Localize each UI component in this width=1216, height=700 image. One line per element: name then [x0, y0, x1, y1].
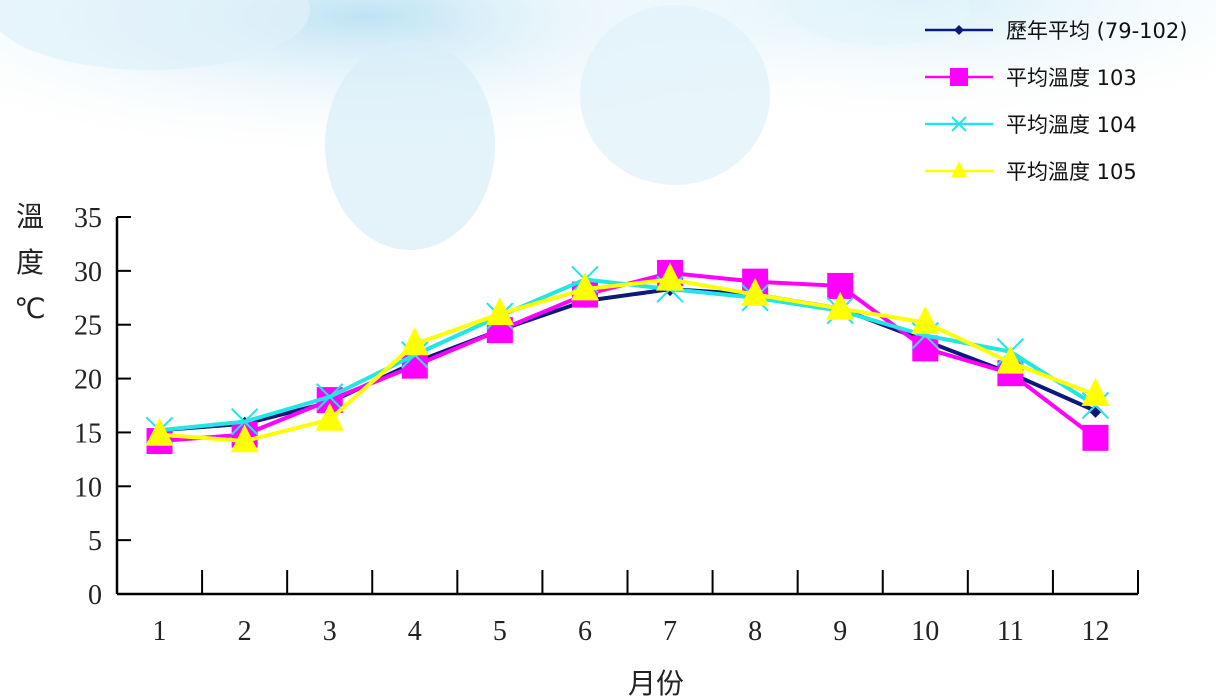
series-line [159, 277, 1097, 444]
data-point-marker [911, 305, 940, 334]
x-tick-label: 5 [493, 616, 507, 647]
y-axis-label: 溫度 ℃ [14, 200, 45, 325]
y-tick-labels: 0 5 10 15 20 25 30 35 [74, 203, 102, 611]
x-tick-label: 6 [578, 616, 592, 647]
y-tick-label: 15 [74, 418, 102, 449]
x-tick-label: 9 [833, 616, 847, 647]
data-point-marker [1088, 403, 1103, 418]
x-tick-label: 11 [997, 616, 1024, 647]
data-point-marker [230, 424, 259, 453]
data-point-marker [315, 402, 344, 431]
legend-label: 歷年平均 (79-102) [1006, 19, 1187, 43]
data-point-marker [912, 335, 939, 362]
series-4 [145, 262, 1110, 453]
legend-label: 平均溫度 104 [1006, 113, 1137, 137]
data-point-marker [400, 327, 429, 356]
legend: 歷年平均 (79-102) 平均溫度 103 平均溫度 104 平均溫度 105 [925, 19, 1187, 184]
data-point-marker [1082, 424, 1109, 451]
data-point-marker [656, 262, 685, 291]
x-tick-labels: 1 2 3 4 5 6 7 8 9 10 11 12 [153, 616, 1110, 647]
legend-item: 平均溫度 103 [925, 66, 1137, 90]
axes [115, 216, 1139, 596]
y-tick-label: 5 [88, 526, 102, 557]
y-tick-label: 0 [88, 580, 102, 611]
x-axis-label: 月份 [628, 667, 684, 700]
x-tick-label: 7 [663, 616, 677, 647]
y-tick-label: 10 [74, 472, 102, 503]
x-tick-label: 1 [153, 616, 167, 647]
data-point-marker [954, 25, 964, 35]
series-lines [145, 260, 1110, 455]
legend-item: 歷年平均 (79-102) [925, 19, 1187, 43]
y-tick-label: 20 [74, 365, 102, 396]
x-tick-label: 8 [748, 616, 762, 647]
data-point-marker [826, 291, 855, 320]
x-tick-label: 3 [323, 616, 337, 647]
data-point-marker [951, 161, 967, 178]
y-axis-label-char: ℃ [14, 292, 45, 325]
legend-label: 平均溫度 105 [1006, 160, 1137, 184]
data-point-marker [570, 272, 599, 301]
y-tick-label: 25 [74, 311, 102, 342]
y-tick-label: 35 [74, 203, 102, 234]
x-tick-label: 12 [1081, 616, 1109, 647]
data-point-marker [996, 345, 1025, 374]
legend-label: 平均溫度 103 [1006, 66, 1137, 90]
legend-item: 平均溫度 104 [925, 113, 1137, 137]
data-point-marker [230, 407, 259, 436]
y-tick-label: 30 [74, 257, 102, 288]
data-point-marker [316, 383, 344, 411]
y-axis-label-char: 溫 [16, 200, 44, 233]
data-point-marker [951, 116, 967, 132]
data-point-marker [1081, 377, 1110, 406]
legend-item: 平均溫度 105 [925, 160, 1137, 184]
x-tick-label: 10 [911, 616, 939, 647]
data-point-marker [950, 68, 968, 86]
data-point-marker [741, 277, 770, 306]
data-point-marker [485, 297, 514, 326]
data-point-marker [145, 417, 174, 446]
x-tick-label: 2 [238, 616, 252, 647]
y-axis-label-char: 度 [16, 246, 44, 279]
x-tick-label: 4 [408, 616, 422, 647]
